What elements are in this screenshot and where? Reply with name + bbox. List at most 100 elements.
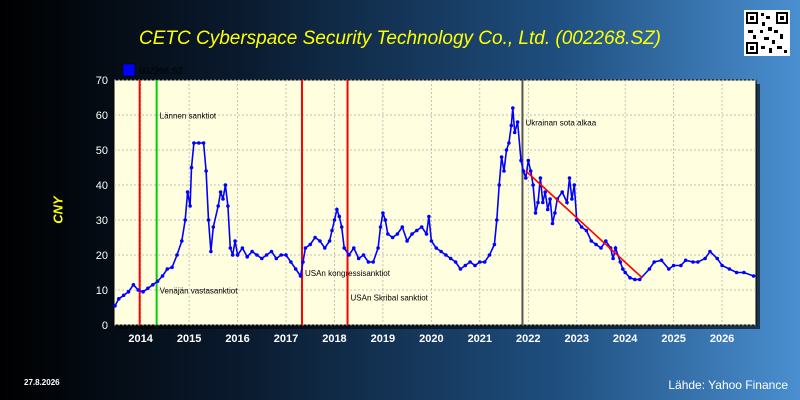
data-point — [183, 218, 187, 222]
x-tick-label: 2018 — [322, 333, 346, 345]
y-tick-label: 40 — [96, 180, 108, 192]
x-tick-label: 2023 — [564, 333, 588, 345]
data-point — [250, 249, 254, 254]
data-point — [495, 218, 499, 222]
date-label: 27.8.2026 — [24, 378, 60, 387]
data-point — [146, 286, 150, 291]
data-point — [386, 232, 390, 236]
data-point — [223, 183, 228, 187]
data-point — [623, 270, 627, 275]
data-point — [121, 293, 126, 298]
data-point — [543, 190, 547, 194]
data-point — [504, 148, 509, 152]
data-point — [439, 249, 443, 254]
x-tick-label: 2019 — [371, 333, 395, 345]
data-point — [521, 169, 526, 173]
data-point — [453, 260, 458, 264]
data-point — [507, 141, 511, 145]
x-tick-label: 2014 — [128, 333, 153, 345]
data-point — [126, 290, 131, 294]
data-point — [545, 207, 550, 212]
event-label: Ukrainan sota alkaa — [525, 119, 596, 128]
data-point — [400, 225, 405, 229]
data-point — [720, 263, 724, 268]
data-point — [652, 260, 656, 264]
data-point — [499, 155, 504, 159]
data-point — [284, 253, 288, 257]
data-point — [548, 197, 552, 201]
source-label: Lähde: Yahoo Finance — [668, 378, 788, 392]
data-point — [378, 225, 383, 229]
data-point — [538, 176, 543, 180]
x-tick-label: 2025 — [661, 333, 685, 345]
data-point — [524, 176, 528, 180]
data-point — [526, 158, 531, 163]
data-point — [136, 288, 140, 292]
data-point — [218, 190, 223, 194]
data-point — [318, 239, 322, 243]
data-point — [570, 197, 574, 201]
data-point — [696, 260, 700, 264]
data-point — [637, 277, 642, 282]
data-point — [565, 200, 569, 205]
data-point — [151, 283, 155, 287]
data-point — [611, 256, 615, 261]
data-point — [209, 249, 213, 254]
data-point — [519, 158, 523, 163]
data-point — [185, 190, 190, 194]
data-point — [667, 267, 671, 271]
legend-swatch — [122, 63, 136, 77]
data-point — [274, 256, 279, 261]
data-point — [216, 204, 220, 208]
data-point — [553, 211, 557, 215]
data-point — [376, 246, 380, 250]
data-point — [228, 246, 233, 250]
data-point — [621, 267, 625, 271]
data-point — [390, 235, 395, 240]
data-point — [458, 267, 463, 271]
data-point — [206, 218, 211, 222]
x-tick-label: 2020 — [419, 333, 443, 345]
data-point — [410, 232, 414, 236]
y-tick-label: 60 — [96, 110, 108, 122]
data-point — [550, 221, 555, 226]
data-point — [742, 270, 746, 275]
data-point — [671, 263, 676, 268]
data-point — [633, 277, 637, 282]
data-point — [487, 253, 492, 257]
data-point — [160, 274, 165, 278]
data-point — [727, 267, 732, 271]
data-point — [230, 253, 235, 257]
data-point — [308, 242, 313, 247]
data-point — [528, 169, 533, 173]
data-point — [335, 207, 339, 212]
data-point — [679, 263, 683, 268]
data-point — [366, 260, 371, 264]
data-point — [260, 256, 264, 261]
x-tick-label: 2021 — [468, 333, 492, 345]
data-point — [293, 267, 298, 271]
data-point — [175, 253, 179, 257]
data-point — [536, 200, 540, 205]
data-point — [330, 228, 334, 233]
data-point — [613, 246, 618, 250]
data-point — [618, 260, 623, 264]
data-point — [427, 214, 431, 219]
data-point — [502, 169, 506, 173]
data-point — [313, 235, 317, 240]
x-tick-label: 2024 — [613, 333, 638, 345]
y-tick-label: 50 — [96, 145, 108, 157]
data-point — [751, 274, 756, 278]
data-point — [599, 246, 603, 250]
data-point — [734, 270, 739, 275]
data-point — [429, 239, 434, 243]
data-point — [473, 263, 477, 268]
data-point — [204, 169, 208, 173]
data-point — [170, 265, 174, 270]
data-point — [371, 260, 376, 264]
x-tick-label: 2016 — [225, 333, 249, 345]
data-point — [189, 165, 194, 170]
data-point — [708, 249, 712, 254]
data-point — [497, 183, 502, 187]
